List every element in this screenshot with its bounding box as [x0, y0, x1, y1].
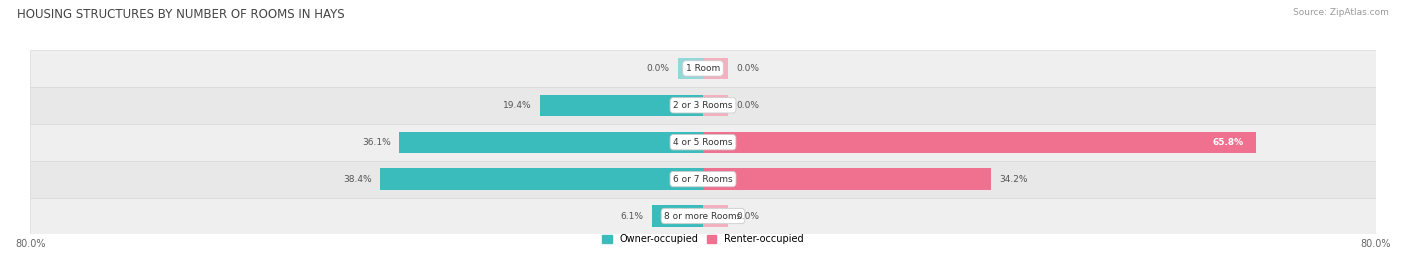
Bar	[31, 197, 1375, 235]
Text: 4 or 5 Rooms: 4 or 5 Rooms	[673, 138, 733, 147]
Text: Source: ZipAtlas.com: Source: ZipAtlas.com	[1294, 8, 1389, 17]
Legend: Owner-occupied, Renter-occupied: Owner-occupied, Renter-occupied	[602, 234, 804, 244]
Text: 6 or 7 Rooms: 6 or 7 Rooms	[673, 175, 733, 184]
Bar	[703, 205, 728, 227]
Text: 0.0%: 0.0%	[737, 211, 759, 221]
Bar	[31, 124, 1375, 161]
Bar	[703, 168, 991, 190]
Bar	[652, 205, 703, 227]
Bar	[380, 168, 703, 190]
Bar	[703, 95, 728, 116]
Text: 0.0%: 0.0%	[737, 64, 759, 73]
Text: 6.1%: 6.1%	[620, 211, 644, 221]
Text: 36.1%: 36.1%	[363, 138, 391, 147]
Bar	[540, 95, 703, 116]
Text: 0.0%: 0.0%	[647, 64, 669, 73]
Bar	[399, 132, 703, 153]
Bar	[31, 87, 1375, 124]
Text: 1 Room: 1 Room	[686, 64, 720, 73]
Bar	[31, 161, 1375, 197]
Text: 2 or 3 Rooms: 2 or 3 Rooms	[673, 101, 733, 110]
Bar	[703, 132, 1257, 153]
Text: 0.0%: 0.0%	[737, 101, 759, 110]
Bar	[678, 58, 703, 79]
Text: 34.2%: 34.2%	[1000, 175, 1028, 184]
Text: 8 or more Rooms: 8 or more Rooms	[665, 211, 741, 221]
Bar	[703, 58, 728, 79]
Text: HOUSING STRUCTURES BY NUMBER OF ROOMS IN HAYS: HOUSING STRUCTURES BY NUMBER OF ROOMS IN…	[17, 8, 344, 21]
Bar	[31, 50, 1375, 87]
Text: 65.8%: 65.8%	[1212, 138, 1244, 147]
Text: 19.4%: 19.4%	[503, 101, 531, 110]
Text: 38.4%: 38.4%	[343, 175, 371, 184]
